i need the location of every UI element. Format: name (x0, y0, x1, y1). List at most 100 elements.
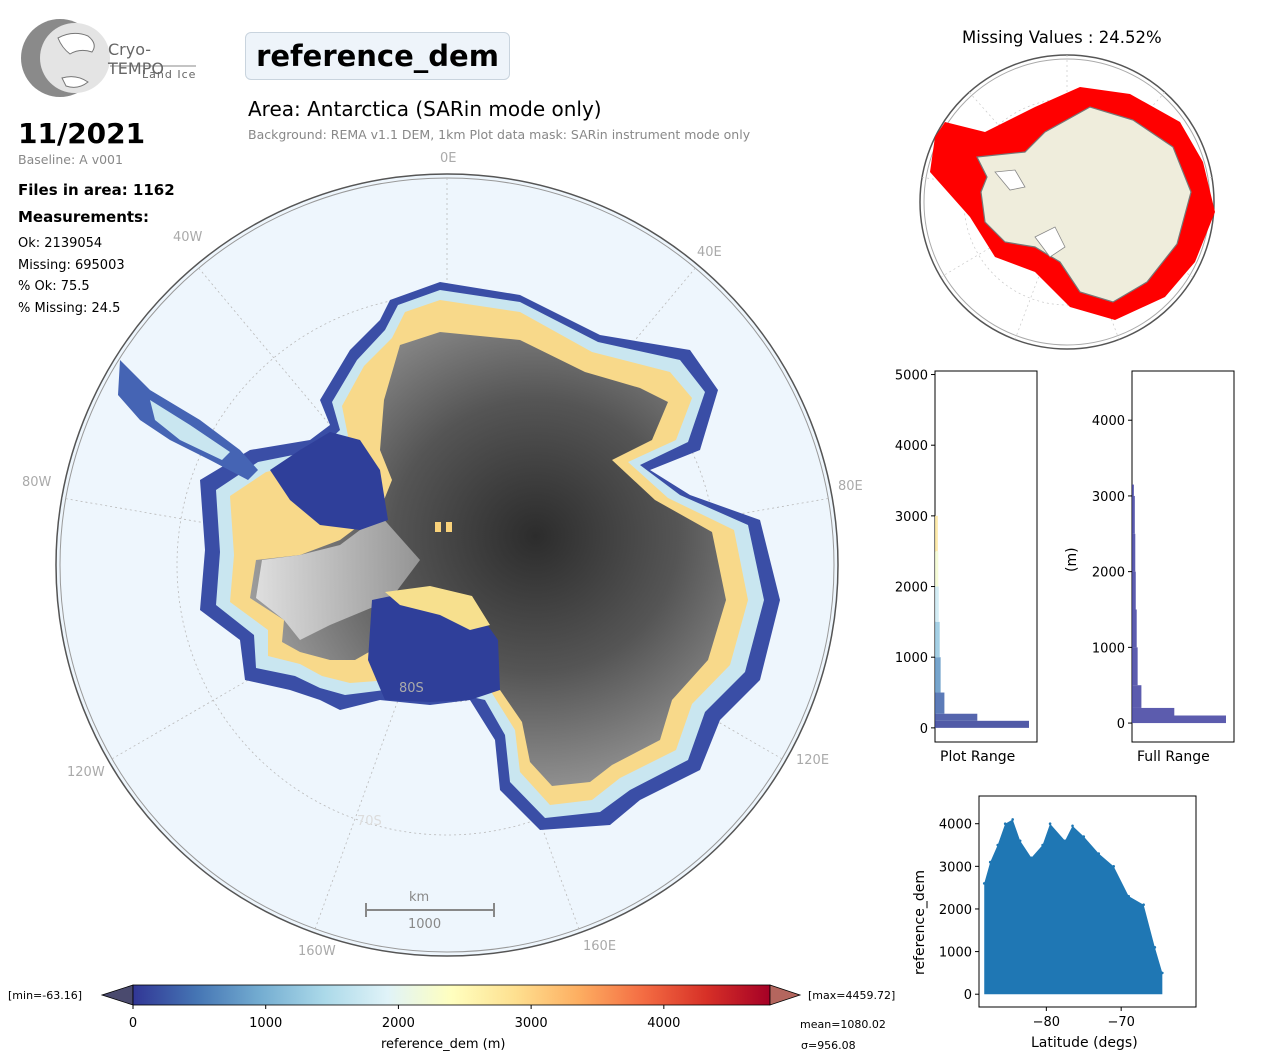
stat-ok: Ok: 2139054 (18, 236, 103, 251)
ytick-label: 1000 (1092, 641, 1125, 656)
scatter-point (1048, 822, 1052, 826)
full-range-bars (1132, 484, 1226, 724)
scatter-ylabel: reference_dem (912, 870, 928, 975)
scatter-point (1082, 835, 1086, 838)
colorbar-mean: mean=1080.02 (800, 1018, 886, 1031)
plot-range-yticks: 0 1000 2000 3000 4000 5000 (895, 369, 935, 737)
parameter-title: reference_dem (245, 32, 510, 80)
hist-bar (935, 713, 978, 721)
baseline-label: Baseline: A v001 (18, 152, 123, 167)
stat-missing: Missing: 695003 (18, 258, 125, 273)
scatter-point (1161, 971, 1164, 975)
scatter-ticks: 0 1000 2000 3000 4000 −80 −70 (939, 818, 1135, 1030)
scatter-points (982, 818, 1164, 995)
hist-bar (935, 586, 939, 622)
colorbar-sigma: σ=956.08 (801, 1039, 856, 1052)
scatter-point (1030, 856, 1033, 860)
logo-moon-icon (21, 19, 196, 97)
missing-map-title: Missing Values : 24.52% (962, 28, 1162, 47)
hist-bar (935, 720, 1029, 728)
hist-bar (1132, 715, 1226, 724)
full-range-yticks: 0 1000 2000 3000 4000 (1092, 414, 1132, 732)
hist-bar (1132, 609, 1137, 648)
xtick-label: −80 (1033, 1015, 1060, 1030)
lat-label-80s: 80S (399, 681, 424, 696)
logo-title: Cryo-TEMPO (108, 40, 164, 78)
ytick-label: 2000 (939, 903, 972, 918)
scatter-point (1127, 894, 1130, 898)
scatter-latitude-plot: 0 1000 2000 3000 4000 −80 −70 reference_dem La… (912, 795, 1197, 1051)
ytick-label: 1000 (939, 946, 972, 961)
colorbar-axis-label: reference_dem (m) (381, 1037, 505, 1052)
scatter-point (1153, 946, 1157, 949)
hist-bar (1132, 495, 1135, 534)
ytick-label: 2000 (895, 581, 928, 596)
full-range-xlabel: Full Range (1137, 749, 1210, 765)
ytick-label: 4000 (1092, 414, 1125, 429)
hist-bar (1132, 707, 1175, 716)
colorbar-ticks: 0 1000 2000 3000 4000 (129, 1005, 680, 1031)
lon-label-80e: 80E (838, 479, 863, 494)
lon-label-120e: 120E (796, 753, 829, 768)
histogram-plot-range: 0 1000 2000 3000 4000 5000 Plot Range (895, 369, 1038, 765)
cbar-tick-label: 1000 (249, 1016, 282, 1031)
measurements-heading: Measurements: (18, 208, 149, 226)
scatter-point (1011, 818, 1014, 821)
stat-pct-ok: % Ok: 75.5 (18, 279, 90, 294)
hist-bar (1132, 571, 1136, 610)
area-title: Area: Antarctica (SARin mode only) (248, 97, 602, 121)
land-mask (976, 106, 1192, 303)
ytick-label: 3000 (895, 510, 928, 525)
cbar-tick-label: 4000 (647, 1016, 680, 1031)
lon-label-160w: 160W (298, 944, 336, 959)
lon-label-80w: 80W (22, 475, 52, 490)
lon-label-40e: 40E (697, 245, 722, 260)
hist-bar (935, 551, 939, 587)
antarctica-data (118, 282, 780, 830)
files-in-area: Files in area: 1162 (18, 181, 175, 199)
lon-label-40w: 40W (173, 230, 203, 245)
plot-range-xlabel: Plot Range (940, 749, 1015, 765)
histogram-full-range: 0 1000 2000 3000 4000 (m) Full Range (1064, 370, 1235, 765)
ytick-label: 1000 (895, 651, 928, 666)
cbar-tick-label: 2000 (382, 1016, 415, 1031)
scatter-point (1071, 824, 1074, 828)
colorbar-max-extend (769, 984, 802, 1006)
background-note: Background: REMA v1.1 DEM, 1km Plot data… (248, 127, 751, 142)
colorbar: 0 1000 2000 3000 4000 [min=-63.16] [max=4459… (8, 984, 895, 1052)
scatter-point (1063, 839, 1067, 843)
scatter-density (984, 819, 1163, 995)
xtick-label: −70 (1107, 1015, 1134, 1030)
lon-label-120w: 120W (67, 765, 105, 780)
hist-bar (1132, 647, 1138, 686)
hist-bar (935, 692, 945, 714)
colorbar-gradient (132, 984, 771, 1006)
scalebar-unit: km (409, 890, 429, 905)
hist-bar (935, 515, 938, 552)
hist-bar (1132, 685, 1142, 708)
date-label: 11/2021 (18, 117, 146, 150)
stat-pct-missing: % Missing: 24.5 (18, 301, 121, 316)
ytick-label: 4000 (939, 818, 972, 833)
colorbar-max-label: [max=4459.72] (808, 989, 895, 1002)
cryo-tempo-logo: Cryo-TEMPO Land Ice (18, 18, 203, 100)
lon-label-160e: 160E (583, 939, 616, 954)
scatter-point (1041, 843, 1044, 847)
plot-range-bars (935, 515, 1029, 728)
cbar-tick-label: 3000 (515, 1016, 548, 1031)
ytick-label: 5000 (895, 369, 928, 384)
scatter-point (988, 860, 992, 864)
colorbar-min-label: [min=-63.16] (8, 989, 82, 1002)
ytick-label: 0 (920, 722, 928, 737)
ytick-label: 0 (964, 988, 972, 1003)
hist-bar (935, 657, 941, 693)
scatter-point (1018, 839, 1022, 843)
scale-bar: km 1000 (365, 890, 495, 932)
ytick-label: 3000 (939, 860, 972, 875)
hist-bar (935, 621, 940, 658)
scatter-point (1112, 865, 1115, 868)
ytick-label: 0 (1117, 717, 1125, 732)
scatter-point (1003, 822, 1007, 826)
lat-label-70s: 70S (357, 814, 382, 829)
colorbar-min-extend (100, 984, 134, 1006)
